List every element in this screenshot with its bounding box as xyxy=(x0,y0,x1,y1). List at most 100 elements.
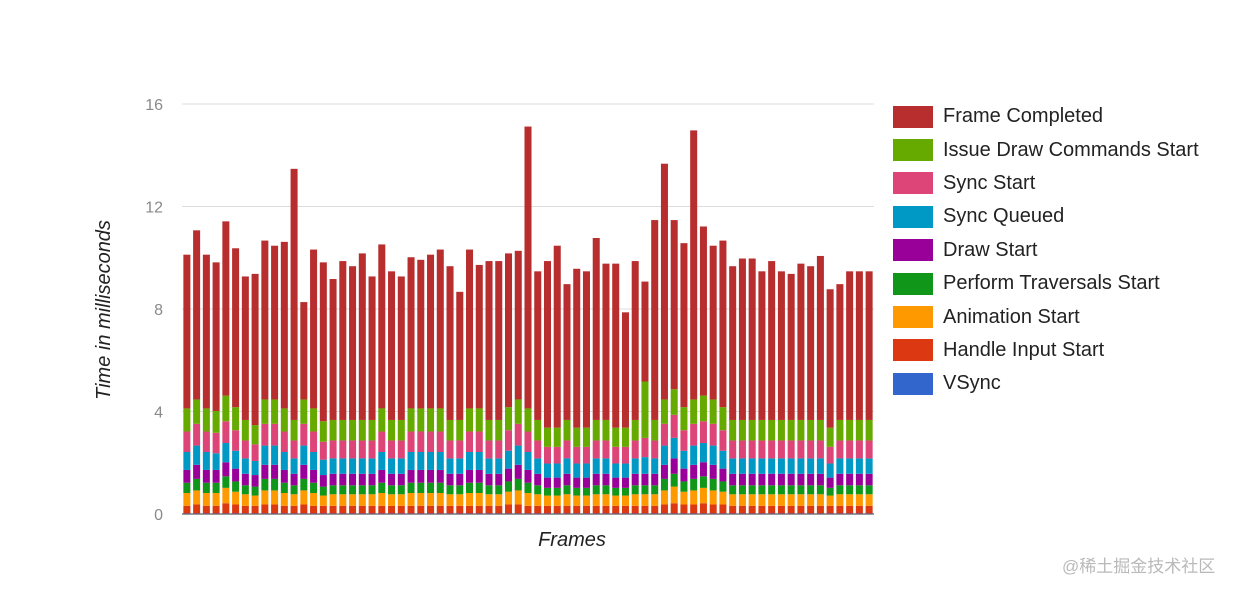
bar-segment xyxy=(280,408,288,432)
bar-segment xyxy=(709,478,717,491)
bar-segment xyxy=(621,312,629,428)
bar-segment xyxy=(358,485,366,495)
bar-segment xyxy=(690,423,698,446)
bar-segment xyxy=(290,494,298,506)
bar-segment xyxy=(826,427,834,447)
bar-segment xyxy=(690,399,698,424)
legend-swatch xyxy=(893,372,933,395)
bar-segment xyxy=(300,423,308,446)
bar-segment xyxy=(543,487,551,496)
bar-segment xyxy=(699,443,707,463)
bar-segment xyxy=(319,441,327,460)
bar-segment xyxy=(505,468,513,482)
bar-segment xyxy=(466,431,474,452)
bar-segment xyxy=(212,262,220,411)
bar-segment xyxy=(388,458,396,474)
bar-segment xyxy=(485,440,493,459)
bar-segment xyxy=(232,468,240,482)
bar-segment xyxy=(212,513,220,514)
bar-segment xyxy=(612,477,620,488)
bar-segment xyxy=(505,430,513,451)
bar-segment xyxy=(582,463,590,478)
bar-segment xyxy=(855,440,863,459)
bar-segment xyxy=(777,485,785,495)
bar-segment xyxy=(329,485,337,495)
bar-segment xyxy=(339,505,347,514)
bar-segment xyxy=(388,440,396,459)
bar-segment xyxy=(290,168,298,420)
legend-swatch xyxy=(893,272,933,295)
bar-segment xyxy=(427,492,435,506)
bar-segment xyxy=(310,505,318,514)
bar-segment xyxy=(475,469,483,483)
bar-segment xyxy=(456,485,464,495)
bar-segment xyxy=(202,408,210,432)
y-tick-label: 8 xyxy=(154,302,163,319)
bar-segment xyxy=(690,513,698,514)
bar-segment xyxy=(582,477,590,488)
bar-segment xyxy=(777,513,785,514)
bar-segment xyxy=(592,458,600,474)
bar-segment xyxy=(183,482,191,493)
bar-segment xyxy=(807,440,815,459)
bar-segment xyxy=(680,491,688,505)
bar-segment xyxy=(446,494,454,506)
bar-segment xyxy=(514,250,522,400)
bar-segment xyxy=(573,477,581,488)
bar-segment xyxy=(280,241,288,409)
bar-segment xyxy=(475,513,483,514)
bar-segment xyxy=(251,495,259,506)
bar-segment xyxy=(758,271,766,420)
bar-segment xyxy=(193,445,201,465)
bar-segment xyxy=(651,220,659,420)
legend: Frame Completed Issue Draw Commands Start… xyxy=(893,100,1199,401)
bar-segment xyxy=(271,445,279,465)
bar-segment xyxy=(241,458,249,474)
bar-segment xyxy=(524,513,532,514)
bar-segment xyxy=(417,431,425,452)
bar-segment xyxy=(768,458,776,474)
bar-segment xyxy=(836,440,844,459)
bar-segment xyxy=(397,494,405,506)
bar-segment xyxy=(427,482,435,493)
bar-segment xyxy=(865,271,873,420)
bar-segment xyxy=(329,440,337,459)
bar-segment xyxy=(543,477,551,488)
bar-segment xyxy=(397,473,405,486)
bar-segment xyxy=(621,487,629,496)
bar-segment xyxy=(358,494,366,506)
bar-segment xyxy=(183,505,191,514)
y-tick-label: 0 xyxy=(154,507,163,524)
bar-segment xyxy=(680,430,688,451)
bar-segment xyxy=(543,513,551,514)
bar-segment xyxy=(505,253,513,408)
bar-segment xyxy=(699,462,707,477)
bar-segment xyxy=(339,419,347,441)
bar-segment xyxy=(485,494,493,506)
legend-label: Draw Start xyxy=(943,238,1038,261)
bar-segment xyxy=(358,458,366,474)
bar-segment xyxy=(807,458,815,474)
bar-segment xyxy=(310,482,318,493)
bar-segment xyxy=(699,476,707,488)
bar-segment xyxy=(368,485,376,495)
bar-segment xyxy=(787,473,795,486)
y-tick-labels: 0 4 8 12 16 xyxy=(145,97,163,524)
bar-segment xyxy=(193,423,201,446)
bar-segment xyxy=(553,427,561,447)
bar-segment xyxy=(543,446,551,464)
legend-swatch xyxy=(893,205,933,228)
bar-segment xyxy=(641,457,649,474)
bar-segment xyxy=(758,494,766,506)
bar-segment xyxy=(241,276,249,420)
bar-segment xyxy=(729,485,737,495)
bar-segment xyxy=(748,494,756,506)
bar-segment xyxy=(563,513,571,514)
bar-segment xyxy=(729,473,737,486)
bar-segment xyxy=(339,513,347,514)
bar-segment xyxy=(358,253,366,420)
bar-segment xyxy=(807,266,815,420)
bar-segment xyxy=(446,419,454,441)
bar-segment xyxy=(202,431,210,452)
bar-segment xyxy=(271,245,279,400)
